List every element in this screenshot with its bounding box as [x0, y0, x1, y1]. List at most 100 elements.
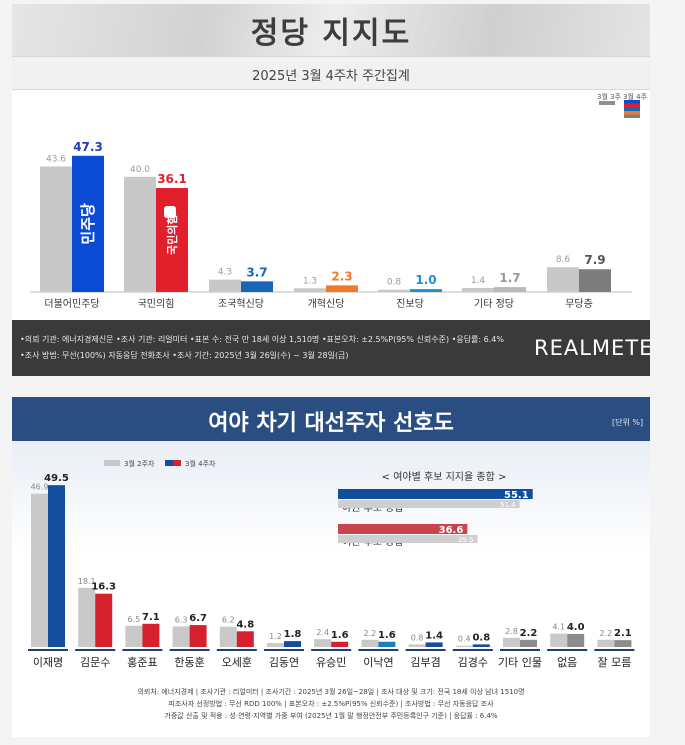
legend-prev-swatch: [599, 101, 615, 105]
category-underline-8: [358, 649, 399, 651]
bar-prev-3: [125, 625, 143, 647]
bar-curr-8: [378, 641, 396, 647]
category-label-7: 유승민: [316, 656, 346, 669]
category-label-12: 없음: [557, 656, 577, 669]
bar-curr-12: [567, 633, 585, 647]
value-label-prev-1: 43.6: [46, 154, 66, 164]
bar-curr-3: [142, 623, 160, 647]
value-label-prev-12: 4.1: [552, 623, 565, 632]
bar-prev-1: [40, 166, 72, 292]
bar-prev-7: [547, 267, 579, 292]
bar-prev-1: [31, 493, 48, 647]
ppp-logo: 국민의힘: [165, 215, 179, 255]
category-underline-12: [547, 649, 588, 651]
value-label-prev-3: 6.5: [128, 615, 141, 624]
value-label-prev-10: 0.4: [458, 635, 471, 644]
value-label-curr-6: 1.7: [499, 271, 520, 285]
category-label-7: 무당층: [565, 298, 593, 310]
legend-curr-label: 3월 4주차: [185, 460, 216, 468]
survey-info-line-2: •조사 방법: 무선(100%) 자동응답 전화조사 •조사 기간: 2025년…: [20, 351, 349, 360]
bar-prev-12: [550, 633, 568, 647]
hbar-prev-1: [338, 500, 520, 508]
camp-total-chart: 55.151.4 36.639.5: [338, 489, 533, 544]
bar-prev-7: [314, 639, 332, 647]
panel-subtitle: 2025년 3월 4주차 주간집계: [252, 69, 410, 84]
category-underline-13: [594, 649, 635, 651]
bar-curr-4: [326, 285, 358, 292]
survey-info-line-3: 가중값 산출 및 적용 : 성·연령·지역별 가중 부여 (2025년 1월 말…: [164, 712, 498, 720]
bar-prev-6: [267, 643, 284, 647]
bar-curr-5: [236, 631, 254, 647]
bar-curr-13: [614, 640, 632, 647]
category-underline-4: [169, 649, 210, 651]
value-label-curr-11: 2.2: [520, 628, 538, 639]
bar-curr-9: [425, 642, 443, 647]
value-label-prev-8: 2.2: [364, 629, 377, 638]
value-label-curr-13: 2.1: [614, 628, 632, 639]
category-underline-5: [216, 649, 257, 651]
bar-curr-1: [48, 485, 65, 647]
value-label-prev-13: 2.2: [600, 629, 613, 638]
bar-prev-11: [503, 637, 520, 647]
category-label-4: 한동훈: [174, 656, 204, 669]
value-label-prev-2: 40.0: [130, 165, 150, 175]
value-label-prev-4: 1.3: [303, 276, 317, 286]
bar-prev-2: [78, 587, 96, 647]
category-label-9: 김부겸: [410, 656, 440, 669]
value-label-curr-2: 16.3: [91, 582, 116, 593]
bar-prev-2: [124, 176, 156, 292]
value-label-curr-9: 1.4: [425, 630, 443, 641]
hbar-label-prev-1: 51.4: [500, 501, 516, 509]
panel-header: 여야 차기 대선주자 선호도 [단위 %]: [12, 397, 650, 441]
category-label-5: 진보당: [396, 298, 424, 310]
category-underline-2: [75, 649, 116, 651]
unit-label: [단위 %]: [612, 418, 644, 427]
value-label-prev-9: 0.8: [411, 633, 424, 642]
value-label-curr-7: 1.6: [331, 630, 349, 641]
value-label-curr-1: 47.3: [73, 140, 103, 154]
category-label-6: 김동연: [269, 656, 299, 669]
hbar-curr-2: [338, 524, 468, 534]
category-label-3: 홍준표: [127, 655, 157, 669]
bar-prev-5: [378, 289, 410, 292]
bar-curr-2: [156, 188, 188, 292]
category-label-11: 기타 인물: [498, 656, 542, 669]
bar-prev-13: [597, 639, 615, 647]
category-label-6: 기타 정당: [474, 298, 514, 310]
bar-curr-7: [331, 641, 349, 647]
category-underline-1: [28, 649, 68, 651]
hbar-label-prev-2: 39.5: [458, 536, 474, 544]
candidate-preference-panel: 여야 차기 대선주자 선호도 [단위 %] 3월 2주차 3월 4주차 46.9…: [12, 397, 650, 737]
category-label-2: 국민의힘: [138, 298, 175, 310]
bar-prev-8: [361, 639, 379, 647]
bar-prev-10: [455, 645, 473, 647]
hbar-curr-1: [338, 489, 533, 499]
value-label-curr-1: 49.5: [44, 473, 69, 484]
category-label-10: 김경수: [458, 656, 488, 669]
bar-curr-11: [520, 639, 537, 647]
panel-header: 정당 지지도: [12, 4, 650, 56]
bar-curr-6: [494, 287, 526, 292]
bar-curr-2: [95, 593, 113, 647]
survey-info-line-2: 피조사자 선정방법 : 무선 RDD 100% | 표본오차 : ±2.5%P(…: [168, 700, 494, 708]
value-label-curr-4: 2.3: [331, 269, 352, 283]
category-underline-7: [311, 649, 352, 651]
value-label-curr-3: 3.7: [246, 265, 267, 279]
category-underline-10: [452, 649, 493, 651]
legend-curr-label: 3월 4주: [623, 93, 648, 101]
value-label-curr-3: 7.1: [142, 612, 160, 623]
panel-subtitle-bar: 2025년 3월 4주차 주간집계: [12, 56, 650, 90]
category-underline-3: [122, 649, 163, 651]
value-label-prev-1: 46.9: [31, 483, 49, 492]
value-label-prev-6: 1.4: [471, 276, 486, 286]
legend-curr-swatch: [165, 460, 181, 466]
category-label-5: 오세훈: [222, 656, 252, 669]
category-label-8: 이낙연: [363, 656, 393, 669]
value-label-prev-6: 1.2: [269, 632, 282, 641]
bar-prev-4: [172, 626, 190, 647]
category-label-13: 잘 모름: [597, 656, 631, 669]
bar-prev-9: [408, 644, 426, 647]
party-support-chart: 43.6 47.3 더불어민주당 40.0 36.1 국민의힘 4.3 3.7 조국혁신당 1.3…: [30, 140, 632, 310]
category-underline-9: [405, 649, 446, 651]
bar-prev-4: [294, 288, 326, 292]
